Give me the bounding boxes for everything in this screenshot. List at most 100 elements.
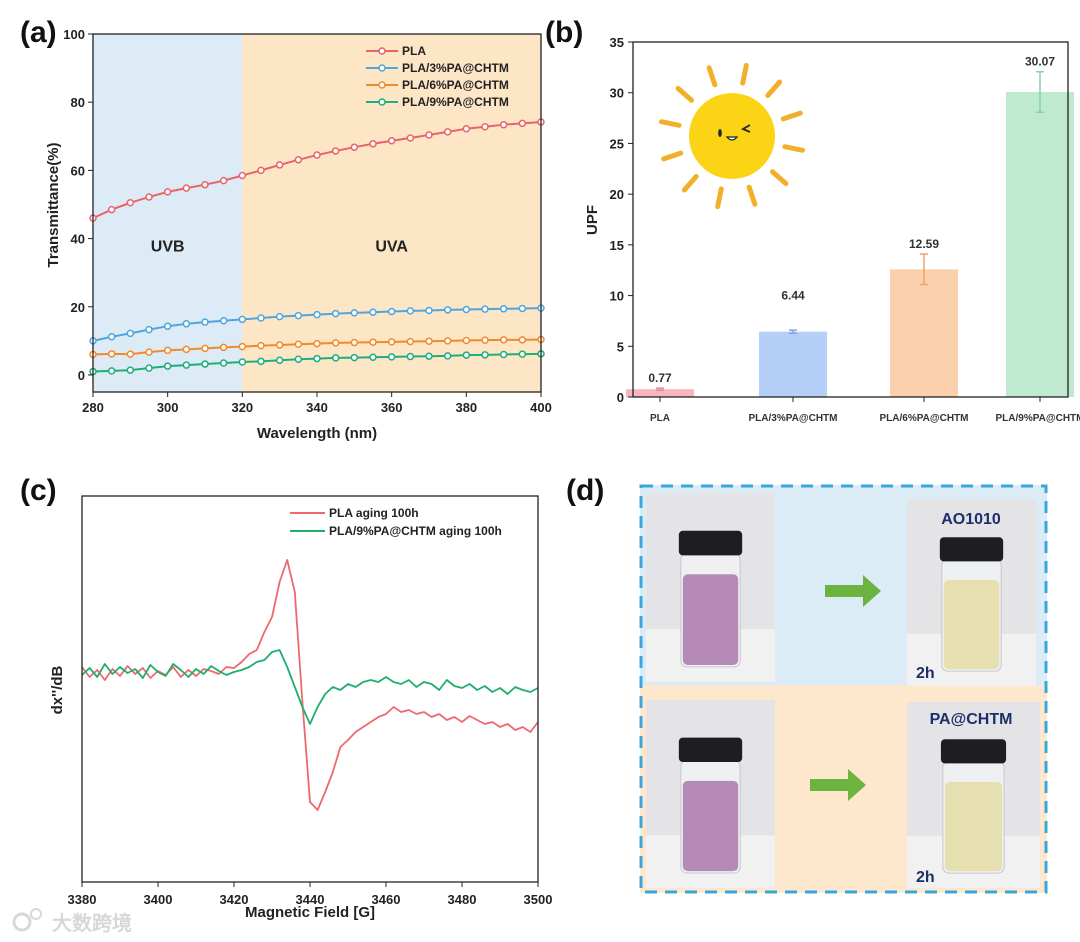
photo-after-pachtm <box>907 702 1040 888</box>
data-point <box>499 305 508 313</box>
y-tick-label: 60 <box>71 163 85 178</box>
data-point <box>406 134 415 142</box>
data-point <box>294 340 303 349</box>
legend-label: PLA <box>402 44 426 58</box>
data-point <box>275 161 284 169</box>
y-tick-label: 0 <box>78 368 85 383</box>
data-point <box>145 364 153 372</box>
bar <box>1006 92 1074 398</box>
data-point <box>518 336 527 344</box>
data-point <box>425 352 433 360</box>
watermark: 大数跨境 <box>52 911 132 935</box>
data-point <box>387 136 396 145</box>
data-point <box>294 355 303 364</box>
photo-label-pachtm: PA@CHTM <box>930 711 1013 728</box>
legend-marker <box>378 81 386 89</box>
data-point <box>369 140 377 148</box>
data-point <box>462 351 471 359</box>
data-point <box>313 339 321 348</box>
vial-liquid <box>943 579 1000 670</box>
data-point <box>201 318 209 326</box>
category-label: PLA/9%PA@CHTM <box>995 413 1080 424</box>
sun-ray <box>661 150 684 162</box>
vial-cap <box>940 739 1007 764</box>
x-tick-label: 400 <box>530 400 552 415</box>
data-point <box>126 350 135 358</box>
data-point <box>369 353 377 361</box>
photo-before-bottom <box>646 700 775 888</box>
data-point <box>275 356 284 365</box>
data-point <box>387 353 396 361</box>
data-point <box>443 128 452 136</box>
series-2 <box>89 335 545 359</box>
data-point <box>499 350 508 359</box>
region-label: UVA <box>375 238 408 255</box>
bar-group: 30.07 PLA/9%PA@CHTM <box>995 55 1080 424</box>
data-point <box>331 339 340 347</box>
data-point <box>350 338 359 347</box>
legend-label: PLA/9%PA@CHTM aging 100h <box>329 524 502 538</box>
y-tick-label: 20 <box>610 187 624 202</box>
series-1 <box>89 304 545 345</box>
data-point <box>425 131 433 139</box>
data-point <box>313 354 321 363</box>
data-point <box>350 353 359 362</box>
sun-ray <box>675 85 695 103</box>
data-point <box>219 176 228 185</box>
data-point <box>481 336 489 344</box>
data-point <box>406 352 415 361</box>
region-uvb <box>93 34 243 392</box>
category-label: PLA/6%PA@CHTM <box>879 413 968 424</box>
data-point <box>462 336 471 345</box>
legend-label: PLA/3%PA@CHTM <box>402 61 509 75</box>
series-0 <box>89 118 545 222</box>
sun-ray <box>765 79 783 99</box>
sun-ray <box>746 184 758 207</box>
category-label: PLA/3%PA@CHTM <box>748 413 837 424</box>
data-point <box>443 352 452 360</box>
panel-a-ylabel: Transmittance(%) <box>45 142 62 267</box>
data-point <box>518 119 527 128</box>
sun-ray <box>782 144 806 153</box>
x-tick-label: 3500 <box>524 892 553 907</box>
sun-wink <box>740 124 751 133</box>
data-point <box>145 325 153 334</box>
data-point <box>238 358 247 366</box>
data-point <box>294 156 303 164</box>
x-tick-label: 300 <box>157 400 179 415</box>
data-point <box>387 338 396 346</box>
data-point <box>201 344 209 353</box>
plot-frame <box>632 41 1069 398</box>
data-point <box>481 305 489 313</box>
data-point <box>406 307 415 315</box>
data-point <box>331 309 340 318</box>
data-point <box>294 311 303 320</box>
data-point <box>107 367 116 375</box>
data-point <box>275 341 284 349</box>
x-tick-label: 3400 <box>144 892 173 907</box>
data-point <box>425 306 433 315</box>
y-tick-label: 10 <box>610 289 624 304</box>
panel-b-upf-chart: (b) 0.77 PLA 6.44 PLA/3%PA@CHTM 12.59 PLA/6%P… <box>545 16 1080 424</box>
data-label: 6.44 <box>781 289 805 303</box>
bar <box>626 389 694 397</box>
x-tick-label: 280 <box>82 400 104 415</box>
data-label: 12.59 <box>909 237 939 251</box>
data-point <box>219 316 228 325</box>
vial-liquid <box>682 574 739 665</box>
data-point <box>163 346 172 355</box>
legend-label: PLA/9%PA@CHTM <box>402 95 509 109</box>
watermark-logo-icon <box>12 908 42 932</box>
dashed-border <box>639 484 1048 894</box>
data-point <box>238 171 247 180</box>
data-point <box>387 307 396 316</box>
sun-ray <box>780 110 803 122</box>
sun-ray <box>740 62 749 86</box>
arrow-right-icon <box>825 575 881 607</box>
photo-after-ao1010 <box>907 500 1036 686</box>
bar-group: 12.59 PLA/6%PA@CHTM <box>879 237 968 424</box>
panel-c-xlabel: Magnetic Field [G] <box>245 904 375 921</box>
panel-b-label: (b) <box>545 16 583 49</box>
data-point <box>182 184 191 192</box>
panel-c-epr-chart: (c) 3380 3400 3420 3440 3460 3480 3500 Magneti… <box>20 474 552 921</box>
